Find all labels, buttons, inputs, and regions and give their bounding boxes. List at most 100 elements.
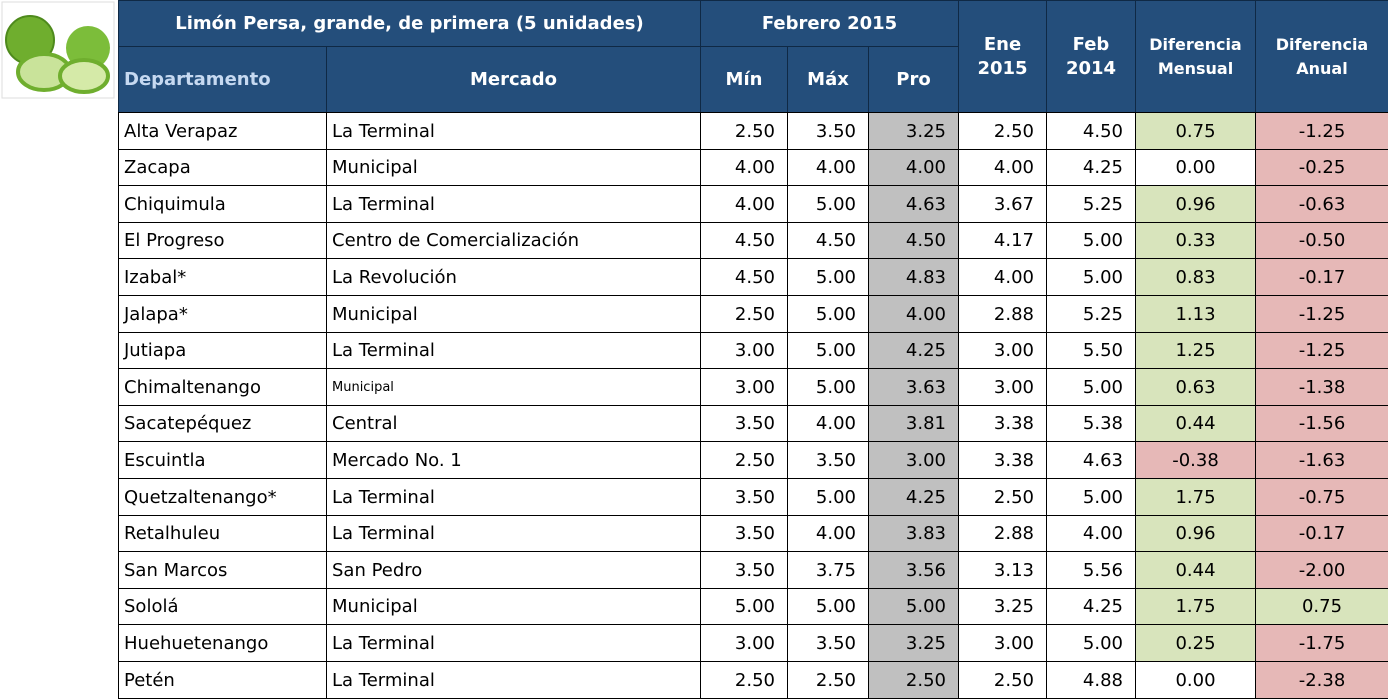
value-cell: 4.63: [868, 185, 959, 223]
cell-text: 4.00: [994, 157, 1034, 178]
text-cell: Zacapa: [118, 149, 327, 186]
value-cell: 0.00: [1135, 149, 1256, 186]
cell-text: 5.00: [816, 340, 856, 361]
cell-text: 2.50: [735, 121, 775, 142]
period-text: Febrero 2015: [762, 13, 897, 34]
page: Limón Persa, grande, de primera (5 unida…: [0, 0, 1388, 698]
cell-text: 5.00: [816, 596, 856, 617]
text-cell: Retalhuleu: [118, 515, 327, 552]
cell-text: 0.75: [1175, 121, 1215, 142]
cell-text: 3.00: [735, 633, 775, 654]
cell-text: 2.50: [994, 487, 1034, 508]
cell-text: -0.17: [1299, 523, 1346, 544]
cell-text: 5.00: [1083, 633, 1123, 654]
value-cell: -0.25: [1255, 149, 1388, 186]
cell-text: 3.75: [816, 560, 856, 581]
cell-text: La Terminal: [332, 121, 435, 142]
cell-text: 3.00: [735, 340, 775, 361]
cell-text: La Terminal: [332, 194, 435, 215]
cell-text: Jutiapa: [124, 340, 186, 361]
column-header-line: Diferencia: [1276, 33, 1368, 57]
value-cell: 3.50: [787, 441, 869, 479]
value-cell: -2.38: [1255, 661, 1388, 699]
value-cell: 3.00: [700, 624, 788, 662]
value-cell: 0.25: [1135, 624, 1256, 662]
cell-text: 4.83: [906, 267, 946, 288]
value-cell: 5.00: [700, 588, 788, 625]
text-cell: La Terminal: [326, 624, 701, 662]
cell-text: 2.50: [994, 121, 1034, 142]
text-cell: Municipal: [326, 368, 701, 406]
title-text: Limón Persa, grande, de primera (5 unida…: [175, 13, 643, 34]
column-header-line: 2015: [977, 57, 1027, 81]
cell-text: La Terminal: [332, 633, 435, 654]
text-cell: Municipal: [326, 295, 701, 333]
value-cell: 4.00: [868, 149, 959, 186]
cell-text: 5.00: [816, 487, 856, 508]
cell-text: 2.50: [735, 304, 775, 325]
value-cell: 5.00: [868, 588, 959, 625]
value-cell: 2.50: [700, 112, 788, 150]
value-cell: 2.50: [868, 661, 959, 699]
cell-text: Quetzaltenango*: [124, 487, 277, 508]
cell-text: 0.00: [1175, 157, 1215, 178]
cell-text: Alta Verapaz: [124, 121, 237, 142]
value-cell: 4.00: [958, 149, 1047, 186]
text-cell: Jutiapa: [118, 332, 327, 369]
value-cell: 0.00: [1135, 661, 1256, 699]
value-cell: 4.50: [700, 258, 788, 296]
cell-text: 4.50: [816, 230, 856, 251]
cell-text: 3.50: [735, 487, 775, 508]
cell-text: 3.00: [735, 377, 775, 398]
cell-text: 3.83: [906, 523, 946, 544]
text-cell: Central: [326, 405, 701, 442]
value-cell: 3.83: [868, 515, 959, 552]
cell-text: 0.44: [1175, 413, 1215, 434]
value-cell: 4.00: [787, 149, 869, 186]
cell-text: 3.50: [735, 413, 775, 434]
value-cell: 4.17: [958, 222, 1047, 259]
text-cell: Escuintla: [118, 441, 327, 479]
cell-text: 5.00: [906, 596, 946, 617]
cell-text: 5.00: [816, 304, 856, 325]
cell-text: -1.56: [1299, 413, 1346, 434]
cell-text: 3.56: [906, 560, 946, 581]
cell-text: Jalapa*: [124, 304, 188, 325]
value-cell: 3.38: [958, 405, 1047, 442]
cell-text: -1.63: [1299, 450, 1346, 471]
cell-text: -1.75: [1299, 633, 1346, 654]
text-cell: La Terminal: [326, 185, 701, 223]
value-cell: 5.00: [787, 258, 869, 296]
cell-text: 5.00: [1083, 377, 1123, 398]
value-cell: 5.00: [1046, 258, 1136, 296]
cell-text: 4.50: [735, 267, 775, 288]
text-cell: Sololá: [118, 588, 327, 625]
cell-text: 4.17: [994, 230, 1034, 251]
cell-text: Municipal: [332, 157, 418, 178]
value-cell: 0.33: [1135, 222, 1256, 259]
cell-text: 4.00: [906, 304, 946, 325]
cell-text: 0.33: [1175, 230, 1215, 251]
cell-text: 3.00: [994, 377, 1034, 398]
cell-text: -0.38: [1172, 450, 1219, 471]
cell-text: 4.25: [1083, 157, 1123, 178]
cell-text: 0.25: [1175, 633, 1215, 654]
value-cell: 5.00: [787, 478, 869, 516]
cell-text: San Marcos: [124, 560, 227, 581]
value-cell: 3.56: [868, 551, 959, 589]
cell-text: 4.00: [816, 157, 856, 178]
cell-text: 3.67: [994, 194, 1034, 215]
cell-text: 4.88: [1083, 670, 1123, 691]
cell-text: Huehuetenango: [124, 633, 268, 654]
value-cell: 3.00: [958, 368, 1047, 406]
cell-text: 0.96: [1175, 194, 1215, 215]
cell-text: 3.00: [994, 633, 1034, 654]
value-cell: 5.00: [787, 185, 869, 223]
cell-text: 3.50: [816, 121, 856, 142]
value-cell: 5.25: [1046, 295, 1136, 333]
value-cell: 4.25: [1046, 149, 1136, 186]
cell-text: -0.50: [1299, 230, 1346, 251]
text-cell: Sacatepéquez: [118, 405, 327, 442]
text-cell: San Marcos: [118, 551, 327, 589]
